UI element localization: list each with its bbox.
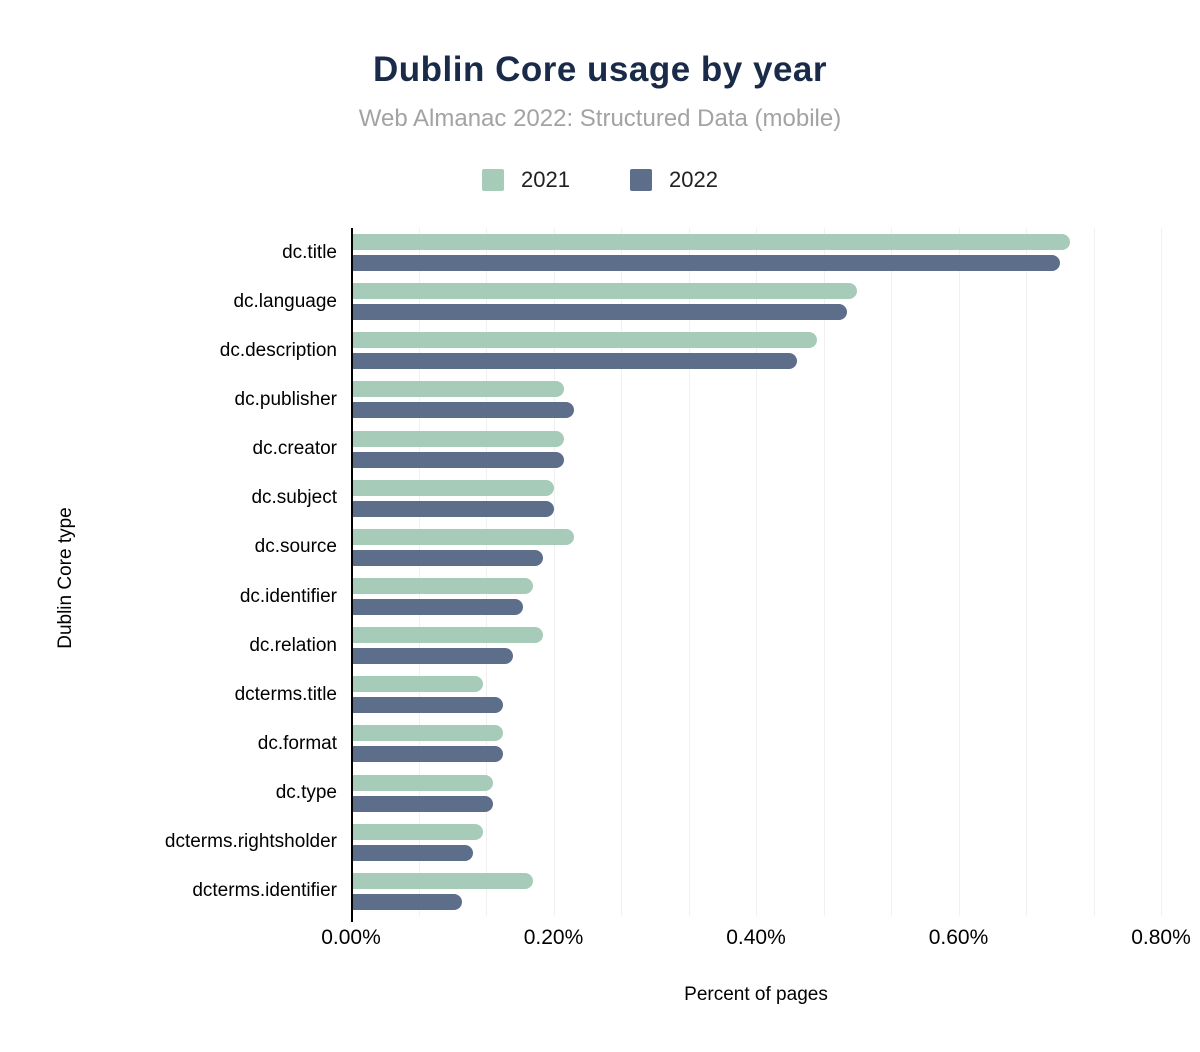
category-label: dc.source: [254, 536, 337, 558]
bar-row: dc.language: [233, 277, 1171, 326]
category-label: dc.language: [233, 290, 337, 312]
bar-2022: [351, 746, 503, 763]
legend-swatch-2022-icon: [630, 169, 652, 191]
gridline: [958, 228, 960, 916]
bar-2022: [351, 451, 564, 468]
category-label: dc.type: [275, 782, 337, 804]
bar-2022: [351, 844, 473, 861]
bar-2021: [351, 332, 817, 349]
gridline: [891, 228, 892, 916]
bar-2021: [351, 430, 564, 447]
category-label: dcterms.title: [234, 683, 337, 705]
bar-row: dc.subject: [251, 474, 1171, 523]
bar-2022: [351, 402, 574, 419]
bar-2021: [351, 725, 503, 742]
gridline: [1093, 228, 1095, 916]
bar-2021: [351, 872, 534, 889]
bar-2021: [351, 234, 1070, 251]
category-label: dc.description: [219, 339, 337, 361]
category-label: dc.creator: [252, 438, 337, 460]
bar-row: dc.type: [276, 769, 1171, 818]
gridline: [1026, 228, 1027, 916]
gridline: [756, 228, 757, 916]
bar-row: dc.description: [220, 326, 1171, 375]
bar-2022: [351, 893, 463, 910]
bar-2022: [351, 599, 524, 616]
legend-label-2022: 2022: [669, 167, 718, 192]
chart-title: Dublin Core usage by year: [372, 50, 828, 89]
chart-subtitle: Web Almanac 2022: Structured Data (mobil…: [358, 105, 842, 132]
bar-rows: dc.title dc.language dc.description dc.publ…: [165, 228, 1171, 916]
bar-row: dcterms.title: [235, 670, 1171, 719]
legend-item-2022: 2022: [630, 167, 718, 193]
bar-row: dc.identifier: [240, 572, 1171, 621]
bar-2021: [351, 283, 858, 300]
category-label: dc.title: [282, 241, 337, 263]
bar-row: dcterms.rightsholder: [165, 818, 1171, 867]
category-label: dcterms.identifier: [192, 880, 337, 902]
bar-row: dc.title: [282, 228, 1171, 277]
x-tick-label: 0.80%: [1131, 926, 1191, 949]
gridline: [418, 228, 420, 916]
bar-2022: [351, 795, 493, 812]
legend-label-2021: 2021: [521, 167, 570, 192]
bar-2021: [351, 381, 564, 398]
bar-row: dc.format: [258, 719, 1171, 768]
category-label: dc.publisher: [234, 388, 337, 410]
bar-row: dcterms.identifier: [192, 867, 1171, 916]
bar-row: dc.creator: [253, 425, 1171, 474]
category-label: dc.identifier: [239, 585, 337, 607]
gridline: [823, 228, 825, 916]
legend: 2021 2022: [0, 167, 1200, 193]
plot-area: dc.title dc.language dc.description dc.publ…: [165, 228, 1171, 916]
bar-2021: [351, 774, 493, 791]
bar-2021: [351, 823, 483, 840]
bar-row: dc.relation: [249, 621, 1171, 670]
category-label: dcterms.rightsholder: [164, 831, 337, 853]
bar-row: dc.publisher: [235, 375, 1171, 424]
bar-2022: [351, 304, 848, 321]
bar-2022: [351, 648, 513, 665]
bar-2021: [351, 528, 574, 545]
gridline: [1161, 228, 1162, 916]
bar-2021: [351, 676, 483, 693]
bar-2021: [351, 578, 534, 595]
category-label: dc.subject: [251, 487, 337, 509]
bar-2022: [351, 255, 1060, 272]
bar-2021: [351, 627, 544, 644]
bar-2021: [351, 479, 554, 496]
category-label: dc.relation: [249, 634, 337, 656]
y-axis-title: Dublin Core type: [55, 507, 76, 649]
gridline: [621, 228, 622, 916]
x-tick-label: 0.00%: [321, 926, 381, 949]
category-label: dc.format: [257, 732, 337, 754]
gridline: [688, 228, 690, 916]
legend-item-2021: 2021: [482, 167, 570, 193]
gridline: [553, 228, 555, 916]
bar-2022: [351, 697, 503, 714]
x-tick-label: 0.60%: [928, 926, 989, 949]
bar-2022: [351, 549, 544, 566]
gridline: [486, 228, 487, 916]
bar-2022: [351, 353, 797, 370]
legend-swatch-2021-icon: [482, 169, 505, 191]
y-axis-line: [351, 228, 353, 922]
bar-row: dc.source: [255, 523, 1171, 572]
x-tick-label: 0.40%: [726, 926, 786, 949]
x-axis-title: Percent of pages: [684, 984, 828, 1005]
x-tick-label: 0.20%: [523, 926, 584, 949]
bar-2022: [351, 500, 554, 517]
